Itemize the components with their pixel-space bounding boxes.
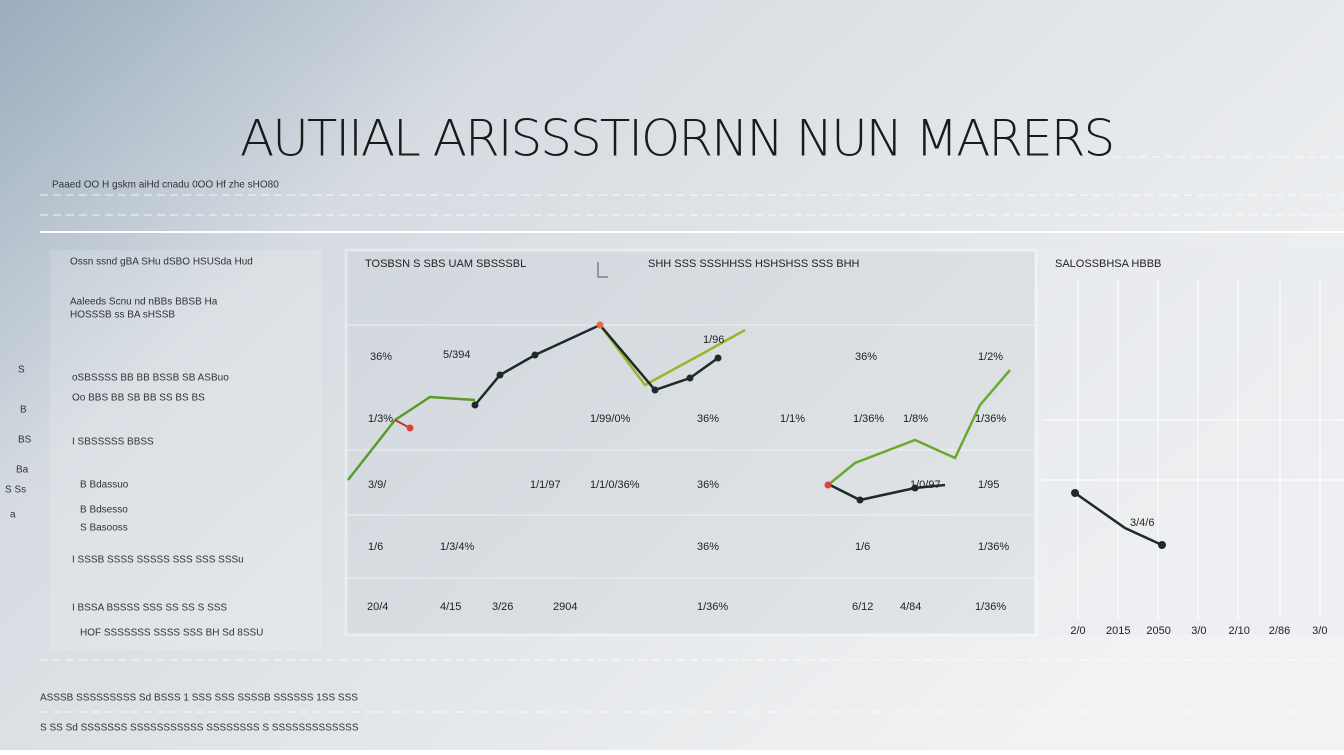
value-label: 1/3/4% [440,541,474,553]
grid [346,324,1036,579]
panel-title: SALOSSBHSA HBBB [1055,258,1161,270]
subtitle: Paaed OO H gskm aiHd cnadu 0OO Hf zhe sH… [52,180,279,191]
panel-text: oSBSSSS BB BB BSSB SB ASBuo [72,373,229,384]
value-label: 1/2% [978,351,1003,363]
marker [651,386,659,394]
right-grid [1042,280,1344,620]
marker [911,484,919,492]
axis-label: 3/0 [1191,625,1206,637]
chart-labels: 36% 5/394 1/96 36% 1/2% 1/3% 1/99/0% 36% 1/1% 1/3… [367,334,1009,613]
value-label: 36% [697,479,719,491]
value-label: 36% [370,351,392,363]
left-panel [50,250,322,650]
marker [714,354,722,362]
value-label: 2904 [553,601,577,613]
footer-text: S SS Sd SSSSSSS SSSSSSSSSSS SSSSSSSS S S… [40,723,359,734]
value-label: 1/6 [368,541,383,553]
value-label: 1/36% [975,601,1006,613]
side-label: B [20,405,27,416]
value-label: 6/12 [852,601,873,613]
value-label: 36% [855,351,877,363]
marker [471,401,479,409]
footer-text: ASSSB SSSSSSSSS Sd BSSS 1 SSS SSS SSSSB … [40,693,358,704]
marker [596,321,604,329]
value-label: 3/9/ [368,479,387,491]
marker [1158,541,1166,549]
panel-text: Ossn ssnd gBA SHu dSBO HSUSda Hud [70,257,253,268]
marker [531,351,539,359]
value-label: 1/1/97 [530,479,561,491]
title: AUTIIAL ARISSSTIORNN NUN MARERS [240,110,1113,168]
value-label: 36% [697,413,719,425]
axis-label: 2/0 [1070,625,1085,637]
left-panel-text: Ossn ssnd gBA SHu dSBO HSUSda Hud Aaleeds… [70,257,263,639]
value-label: 1/6 [855,541,870,553]
value-label: 5/394 [443,349,471,361]
marker [496,371,504,379]
value-label: 1/95 [978,479,999,491]
line [599,324,746,387]
marker [1071,489,1079,497]
value-label: 20/4 [367,601,388,613]
axis-label: 2/86 [1269,625,1290,637]
value-label: 1/1% [780,413,805,425]
panel-title: TOSBSN S SBS UAM SBSSSBL [365,258,526,270]
panel-text: Oo BBS BB SB BB SS BS BS [72,393,205,404]
value-label: 4/84 [900,601,921,613]
value-label: 1/1/0/36% [590,479,640,491]
dividers [40,156,1344,713]
bracket [597,262,608,278]
point-label: 3/4/6 [1130,517,1154,529]
marker [856,496,864,504]
side-label: S [18,365,25,376]
value-label: 1/36% [697,601,728,613]
axis-label: 2015 [1106,625,1130,637]
side-label: BS [18,435,32,446]
markers [406,321,919,504]
panel-text: B Bdassuo [80,480,129,491]
value-label: 1/3% [368,413,393,425]
value-label: 3/26 [492,601,513,613]
axis-label: 3/0 [1312,625,1327,637]
value-label: 36% [697,541,719,553]
panel-text: I SBSSSSS BBSS [72,437,154,448]
line [1074,491,1163,547]
axis-label: 2050 [1146,625,1170,637]
footer: ASSSB SSSSSSSSS Sd BSSS 1 SSS SSS SSSSB … [40,693,359,734]
value-label: 1/36% [853,413,884,425]
chart-panel [344,248,1038,637]
value-label: 1/99/0% [590,413,631,425]
line [347,395,476,481]
value-label: 1/36% [975,413,1006,425]
marker [406,424,414,432]
value-label: 1/0/97 [910,479,941,491]
side-label: S Ss [5,485,26,496]
right-axis: 2/0 2015 2050 3/0 2/10 2/86 3/0 [1070,625,1327,637]
value-label: 1/36% [978,541,1009,553]
value-label: 1/8% [903,413,928,425]
panel-text: I SSSB SSSS SSSSS SSS SSS SSSu [72,555,244,566]
panel-text: HOSSSB ss BA sHSSB [70,310,175,321]
marker [824,481,832,489]
panel-title: SHH SSS SSSHHSS HSHSHSS SSS BHH [648,258,860,270]
axis-label: 2/10 [1228,625,1249,637]
value-label: 1/96 [703,334,724,346]
right-panel [1042,250,1344,635]
value-label: 4/15 [440,601,461,613]
line [827,369,1011,486]
side-label: Ba [16,465,29,476]
line [829,483,946,502]
panel-text: B Bdsesso [80,505,128,516]
side-labels: S B BS Ba S Ss a [5,365,32,521]
panel-text: I BSSA BSSSS SSS SS SS S SSS [72,603,227,614]
panel-text: S Basooss [80,523,128,534]
panel-text: HOF SSSSSSS SSSS SSS BH Sd 8SSU [80,628,263,639]
panel-text: Aaleeds Scnu nd nBBs BBSB Ha [70,297,218,308]
marker [686,374,694,382]
side-label: a [10,510,16,521]
